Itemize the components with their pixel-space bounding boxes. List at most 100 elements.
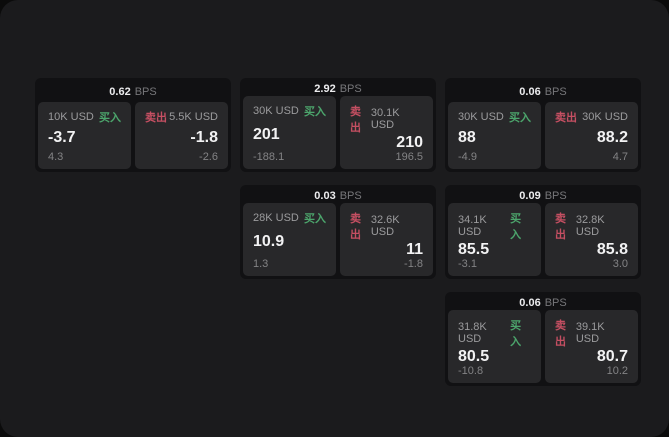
bps-spread-header: 0.06 BPS xyxy=(448,81,638,102)
sell-change: 4.7 xyxy=(612,151,628,163)
buy-tile-header: 31.8K USD 买入 xyxy=(458,317,531,349)
buy-change: -188.1 xyxy=(253,151,285,163)
sell-side-label: 卖出 xyxy=(350,213,361,241)
buy-tile[interactable]: 28K USD 买入 10.9 1.3 xyxy=(243,203,336,276)
buy-side-label: 买入 xyxy=(510,213,522,241)
sell-price: 11 xyxy=(406,241,423,258)
buy-side-label: 买入 xyxy=(304,213,326,225)
buy-notional: 30K USD xyxy=(458,111,504,123)
sell-notional: 30K USD xyxy=(582,111,628,123)
bps-spread-header: 0.09 BPS xyxy=(448,188,638,203)
bps-spread-header: 0.06 BPS xyxy=(448,295,638,310)
buy-tile-header: 10K USD 买入 xyxy=(48,109,121,125)
bps-unit-label: BPS xyxy=(544,189,567,202)
bps-spread-header: 0.62 BPS xyxy=(38,81,228,102)
sell-price: 85.8 xyxy=(596,241,628,258)
buy-price: 88 xyxy=(458,129,476,146)
sell-change: 3.0 xyxy=(612,258,628,270)
buy-notional: 31.8K USD xyxy=(458,321,487,345)
bps-spread-header: 0.03 BPS xyxy=(243,188,433,203)
quote-card-body: 31.8K USD 买入 80.5 -10.8 卖出 39.1K USD 80.… xyxy=(448,310,638,383)
bps-unit-label: BPS xyxy=(339,82,362,95)
buy-tile-header: 30K USD 买入 xyxy=(458,109,531,125)
buy-price: 201 xyxy=(253,126,280,143)
sell-tile[interactable]: 卖出 5.5K USD -1.8 -2.6 xyxy=(135,102,228,169)
bps-value: 0.06 xyxy=(519,296,541,309)
sell-tile[interactable]: 卖出 39.1K USD 80.7 10.2 xyxy=(545,310,638,383)
buy-change: -10.8 xyxy=(458,365,484,377)
buy-tile[interactable]: 30K USD 买入 88 -4.9 xyxy=(448,102,541,169)
buy-price: 10.9 xyxy=(253,233,285,250)
quote-card-body: 30K USD 买入 201 -188.1 卖出 30.1K USD 210 1… xyxy=(243,96,433,169)
bps-unit-label: BPS xyxy=(544,296,567,309)
quote-card: 0.06 BPS 31.8K USD 买入 80.5 -10.8 卖出 39.1… xyxy=(445,292,641,386)
sell-notional: 5.5K USD xyxy=(169,111,218,123)
sell-side-label: 卖出 xyxy=(555,112,577,124)
sell-change: 10.2 xyxy=(606,365,628,377)
buy-tile[interactable]: 31.8K USD 买入 80.5 -10.8 xyxy=(448,310,541,383)
quote-card: 0.62 BPS 10K USD 买入 -3.7 4.3 卖出 5.5K USD xyxy=(35,78,231,172)
bps-unit-label: BPS xyxy=(544,85,567,98)
sell-side-label: 卖出 xyxy=(350,106,361,134)
bps-value: 0.62 xyxy=(109,85,131,98)
buy-tile-header: 28K USD 买入 xyxy=(253,210,326,226)
sell-notional: 30.1K USD xyxy=(370,107,400,131)
sell-notional: 32.8K USD xyxy=(575,214,605,238)
sell-price: 80.7 xyxy=(596,348,628,365)
buy-side-label: 买入 xyxy=(304,106,326,118)
quote-card: 2.92 BPS 30K USD 买入 201 -188.1 卖出 30.1K … xyxy=(240,78,436,172)
sell-tile-header: 卖出 32.8K USD xyxy=(555,210,628,242)
sell-tile-header: 卖出 32.6K USD xyxy=(350,210,423,242)
sell-side-label: 卖出 xyxy=(145,112,167,124)
bps-value: 0.03 xyxy=(314,189,336,202)
sell-change: -1.8 xyxy=(404,258,423,270)
buy-change: 4.3 xyxy=(48,151,64,163)
buy-side-label: 买入 xyxy=(509,112,531,124)
buy-tile-header: 34.1K USD 买入 xyxy=(458,210,531,242)
buy-tile-header: 30K USD 买入 xyxy=(253,103,326,119)
sell-side-label: 卖出 xyxy=(555,213,566,241)
quote-card: 0.06 BPS 30K USD 买入 88 -4.9 卖出 30K USD xyxy=(445,78,641,172)
sell-price: 210 xyxy=(396,134,423,151)
bps-value: 0.09 xyxy=(519,189,541,202)
buy-side-label: 买入 xyxy=(99,112,121,124)
sell-change: -2.6 xyxy=(199,151,218,163)
bps-spread-header: 2.92 BPS xyxy=(243,81,433,96)
buy-notional: 28K USD xyxy=(253,212,299,224)
sell-notional: 32.6K USD xyxy=(370,214,400,238)
sell-tile-header: 卖出 5.5K USD xyxy=(145,109,218,125)
sell-tile[interactable]: 卖出 32.6K USD 11 -1.8 xyxy=(340,203,433,276)
bps-unit-label: BPS xyxy=(339,189,362,202)
sell-tile[interactable]: 卖出 30K USD 88.2 4.7 xyxy=(545,102,638,169)
buy-price: -3.7 xyxy=(48,129,76,146)
buy-notional: 10K USD xyxy=(48,111,94,123)
bps-value: 2.92 xyxy=(314,82,336,95)
quote-card-body: 28K USD 买入 10.9 1.3 卖出 32.6K USD 11 -1.8 xyxy=(243,203,433,276)
quote-card: 0.09 BPS 34.1K USD 买入 85.5 -3.1 卖出 32.8K… xyxy=(445,185,641,279)
sell-tile-header: 卖出 30.1K USD xyxy=(350,103,423,135)
sell-tile[interactable]: 卖出 30.1K USD 210 196.5 xyxy=(340,96,433,169)
buy-change: 1.3 xyxy=(253,258,269,270)
quote-card-body: 10K USD 买入 -3.7 4.3 卖出 5.5K USD -1.8 -2.… xyxy=(38,102,228,169)
quote-card: 0.03 BPS 28K USD 买入 10.9 1.3 卖出 32.6K US… xyxy=(240,185,436,279)
buy-tile[interactable]: 34.1K USD 买入 85.5 -3.1 xyxy=(448,203,541,276)
quote-cards-grid: 0.62 BPS 10K USD 买入 -3.7 4.3 卖出 5.5K USD xyxy=(35,78,641,386)
sell-notional: 39.1K USD xyxy=(575,321,605,345)
quote-card-body: 34.1K USD 买入 85.5 -3.1 卖出 32.8K USD 85.8… xyxy=(448,203,638,276)
bps-value: 0.06 xyxy=(519,85,541,98)
bps-unit-label: BPS xyxy=(134,85,157,98)
buy-change: -4.9 xyxy=(458,151,477,163)
quote-card-body: 30K USD 买入 88 -4.9 卖出 30K USD 88.2 4.7 xyxy=(448,102,638,169)
buy-tile[interactable]: 30K USD 买入 201 -188.1 xyxy=(243,96,336,169)
sell-price: -1.8 xyxy=(190,129,218,146)
sell-price: 88.2 xyxy=(596,129,628,146)
buy-notional: 30K USD xyxy=(253,105,299,117)
sell-tile[interactable]: 卖出 32.8K USD 85.8 3.0 xyxy=(545,203,638,276)
buy-price: 80.5 xyxy=(458,348,490,365)
buy-change: -3.1 xyxy=(458,258,477,270)
sell-side-label: 卖出 xyxy=(555,320,566,348)
buy-side-label: 买入 xyxy=(510,320,522,348)
buy-tile[interactable]: 10K USD 买入 -3.7 4.3 xyxy=(38,102,131,169)
sell-tile-header: 卖出 30K USD xyxy=(555,109,628,125)
